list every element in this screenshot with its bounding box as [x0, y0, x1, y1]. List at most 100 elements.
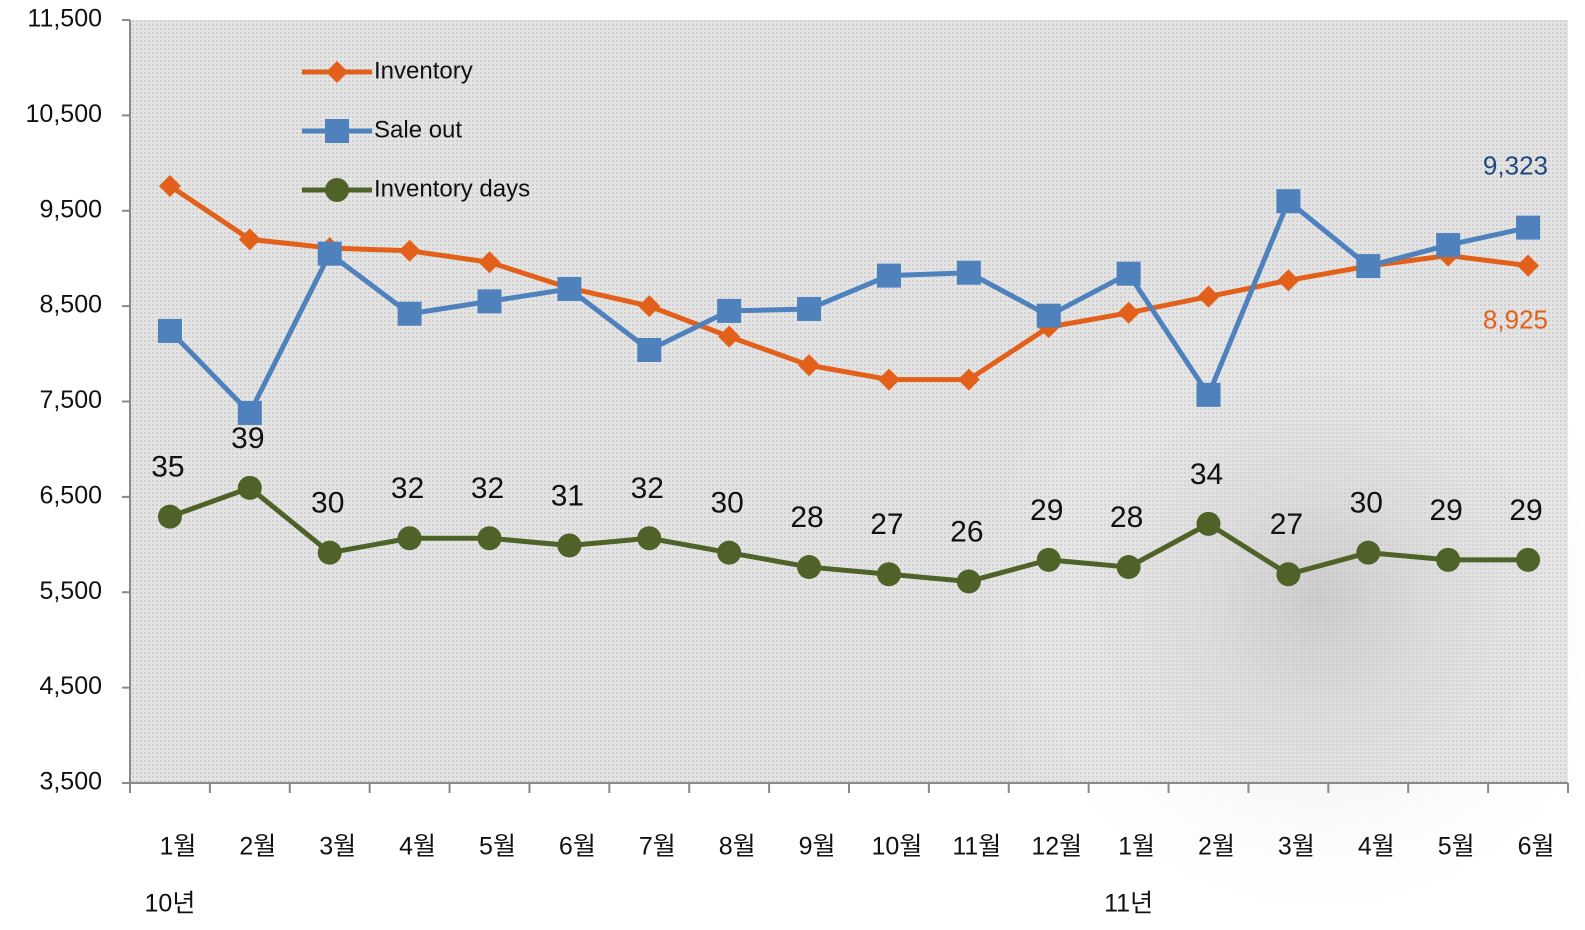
data-label: 30 [1350, 487, 1383, 520]
x-tick-label: 6월 [559, 833, 596, 861]
marker [717, 540, 742, 565]
marker [477, 289, 502, 314]
x-tick-label: 2월 [239, 833, 276, 861]
x-tick-label: 4월 [399, 833, 436, 861]
marker [637, 337, 662, 362]
y-tick-label: 8,500 [39, 291, 102, 319]
marker [717, 298, 742, 323]
marker [797, 555, 822, 580]
y-tick-label: 10,500 [26, 100, 102, 128]
marker [478, 251, 501, 274]
marker [157, 504, 182, 529]
marker [1196, 511, 1221, 536]
data-label: 28 [790, 501, 823, 534]
marker [1036, 303, 1061, 328]
marker [637, 526, 662, 551]
marker [397, 301, 422, 326]
marker [1516, 547, 1541, 572]
marker [326, 61, 348, 83]
marker [158, 174, 181, 197]
x-tick-label: 4월 [1358, 833, 1395, 861]
data-label: 30 [710, 487, 743, 520]
data-label: 39 [231, 422, 264, 455]
marker [1116, 555, 1141, 580]
marker [325, 119, 349, 143]
data-label: 28 [1110, 501, 1143, 534]
marker [1117, 301, 1140, 324]
marker [317, 241, 342, 266]
marker [557, 533, 582, 558]
marker [1436, 547, 1461, 572]
data-label: 26 [950, 515, 983, 548]
marker [157, 318, 182, 343]
marker [325, 178, 349, 202]
marker [1276, 562, 1301, 587]
marker [1356, 540, 1381, 565]
data-label: 30 [311, 487, 344, 520]
marker [237, 400, 262, 425]
series-line [168, 183, 1529, 383]
x-tick-label: 2월 [1198, 833, 1235, 861]
data-label: 32 [471, 472, 504, 505]
y-tick-label: 4,500 [39, 672, 102, 700]
marker [1276, 189, 1301, 214]
data-label: 32 [391, 472, 424, 505]
marker [1196, 382, 1221, 407]
marker [1036, 547, 1061, 572]
data-label: 29 [1429, 494, 1462, 527]
y-tick-label: 5,500 [39, 577, 102, 605]
y-tick-label: 7,500 [39, 386, 102, 414]
legend-label: Sale out [374, 116, 462, 143]
marker [1197, 285, 1220, 308]
data-label: 35 [151, 451, 184, 484]
series-line [168, 198, 1529, 416]
marker [398, 239, 421, 262]
marker [718, 325, 741, 348]
marker [1436, 233, 1461, 258]
x-tick-label: 3월 [319, 833, 356, 861]
data-label: 27 [870, 508, 903, 541]
data-label: 29 [1509, 494, 1542, 527]
data-label: 34 [1190, 458, 1223, 491]
marker [956, 260, 981, 285]
marker [397, 526, 422, 551]
data-label: 32 [631, 472, 664, 505]
x-tick-label: 8월 [719, 833, 756, 861]
marker [876, 263, 901, 288]
x-tick-label: 10월 [872, 833, 923, 861]
x-tick-label: 1월 [159, 833, 196, 861]
legend-label: Inventory days [374, 175, 530, 202]
x-tick-label: 7월 [639, 833, 676, 861]
marker [797, 296, 822, 321]
marker [557, 276, 582, 301]
x-tick-label: 1월 [1118, 833, 1155, 861]
marker [1516, 215, 1541, 240]
year-label: 11년 [1104, 890, 1153, 918]
data-label: 9,323 [1483, 151, 1548, 181]
legend-label: Inventory [374, 57, 473, 84]
data-label: 8,925 [1483, 304, 1548, 334]
data-label: 29 [1030, 494, 1063, 527]
series-line [169, 485, 1529, 584]
year-label: 10년 [145, 890, 196, 918]
x-tick-label: 6월 [1518, 833, 1555, 861]
marker [477, 526, 502, 551]
marker [798, 354, 821, 377]
marker [1356, 254, 1381, 279]
marker [1116, 261, 1141, 286]
x-tick-label: 11월 [952, 833, 1001, 861]
marker [877, 368, 900, 391]
marker [1277, 269, 1300, 292]
x-tick-label: 5월 [479, 833, 516, 861]
y-tick-label: 3,500 [39, 768, 102, 796]
y-tick-label: 9,500 [39, 195, 102, 223]
x-tick-label: 3월 [1278, 833, 1315, 861]
marker [1517, 254, 1540, 277]
data-label: 31 [551, 479, 584, 512]
data-label: 27 [1270, 508, 1303, 541]
y-tick-label: 6,500 [39, 481, 102, 509]
x-tick-label: 9월 [799, 833, 836, 861]
marker [638, 295, 661, 318]
x-tick-label: 5월 [1438, 833, 1475, 861]
